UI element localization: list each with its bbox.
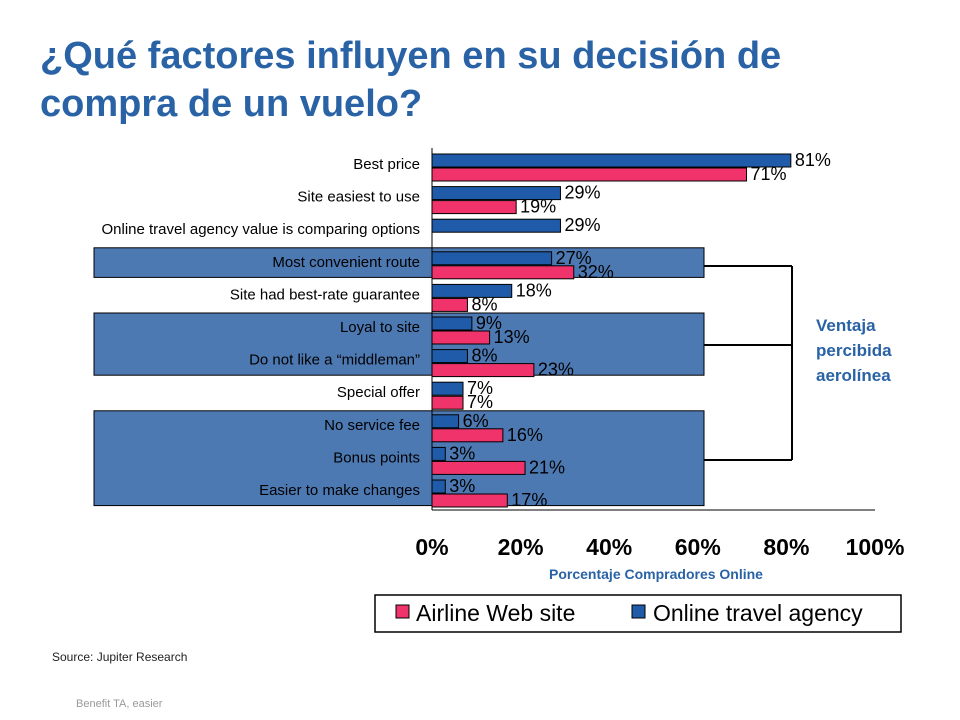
bar-airline — [431, 167, 748, 182]
bar-ota — [431, 186, 561, 201]
legend-box — [374, 594, 902, 633]
bar-ota — [431, 218, 561, 233]
bar-ota — [431, 479, 446, 494]
category-label: No service fee — [324, 417, 420, 434]
x-tick-label: 40% — [586, 534, 632, 560]
x-tick-label: 0% — [415, 534, 448, 560]
category-label: Online travel agency value is comparing … — [101, 221, 420, 238]
value-label-airline: 7% — [467, 392, 493, 412]
category-label: Easier to make changes — [259, 482, 420, 499]
annotation-line-2: percibida — [816, 341, 892, 360]
category-labels: Best price Site easiest to use Online trav… — [101, 156, 420, 499]
highlight-box-0 — [93, 247, 705, 278]
value-label-airline: 71% — [751, 164, 787, 184]
legend: Airline Web site Online travel agency — [374, 594, 902, 633]
bar-ota — [431, 251, 553, 266]
category-label: Site easiest to use — [297, 189, 420, 206]
value-label-ota: 29% — [564, 215, 600, 235]
bar-ota — [431, 381, 464, 396]
category-label: Site had best-rate guarantee — [230, 286, 420, 303]
value-label-airline: 16% — [507, 425, 543, 445]
category-label: Most convenient route — [272, 254, 420, 271]
value-label-airline: 13% — [494, 327, 530, 347]
value-label-ota: 29% — [564, 183, 600, 203]
bar-ota — [431, 446, 446, 461]
bar-ota — [431, 414, 460, 429]
source-note: Source: Jupiter Research — [52, 650, 188, 664]
value-label-airline: 8% — [471, 294, 497, 314]
bar-airline — [431, 200, 517, 215]
value-label-airline: 21% — [529, 457, 565, 477]
bracket — [704, 265, 793, 461]
annotation-line-1: Ventaja — [816, 316, 876, 335]
x-axis-title: Porcentaje Compradores Online — [549, 566, 763, 582]
value-label-ota: 27% — [556, 248, 592, 268]
value-label-ota: 6% — [463, 411, 489, 431]
bar-airline — [431, 493, 508, 508]
bar-airline — [431, 395, 464, 410]
value-label-ota: 3% — [449, 476, 475, 496]
bar-ota — [431, 349, 468, 364]
footer-note: Benefit TA, easier — [76, 698, 163, 710]
value-label-ota: 3% — [449, 443, 475, 463]
category-label: Do not like a “middleman” — [249, 352, 420, 369]
bar-ota — [431, 283, 513, 298]
value-label-ota: 8% — [471, 346, 497, 366]
x-tick-label: 80% — [763, 534, 809, 560]
x-tick-labels: 0% 20% 40% 60% 80% 100% — [415, 534, 904, 560]
bar-ota — [431, 316, 473, 331]
value-label-ota: 18% — [516, 280, 552, 300]
category-label: Loyal to site — [340, 319, 420, 336]
category-label: Special offer — [337, 384, 420, 401]
value-label-airline: 32% — [578, 262, 614, 282]
bar-airline — [431, 363, 535, 378]
annotation-line-3: aerolínea — [816, 366, 891, 385]
bar-airline — [431, 265, 575, 280]
bar-airline — [431, 460, 526, 475]
highlight-boxes — [93, 247, 705, 507]
value-label-ota: 7% — [467, 378, 493, 398]
legend-label-airline: Airline Web site — [416, 600, 575, 626]
x-tick-label: 20% — [498, 534, 544, 560]
value-label-ota: 81% — [795, 150, 831, 170]
bar-airline — [431, 297, 468, 312]
category-label: Best price — [353, 156, 420, 173]
legend-swatch-ota — [631, 604, 646, 619]
bars — [431, 153, 792, 508]
bar-airline — [431, 330, 491, 345]
value-labels: 81%71%29%19%29%27%32%18%8%9%13%8%23%7%7%… — [449, 150, 831, 510]
x-tick-label: 60% — [675, 534, 721, 560]
bar-ota — [431, 153, 792, 168]
highlight-box-2 — [93, 410, 705, 507]
legend-label-ota: Online travel agency — [653, 600, 863, 626]
x-tick-label: 100% — [846, 534, 905, 560]
category-label: Bonus points — [333, 449, 420, 466]
value-label-ota: 9% — [476, 313, 502, 333]
bar-airline — [431, 428, 504, 443]
value-label-airline: 23% — [538, 360, 574, 380]
slide-title: ¿Qué factores influyen en su decisión de… — [40, 35, 782, 125]
legend-swatch-airline — [395, 604, 410, 619]
value-label-airline: 19% — [520, 197, 556, 217]
value-label-airline: 17% — [511, 490, 547, 510]
